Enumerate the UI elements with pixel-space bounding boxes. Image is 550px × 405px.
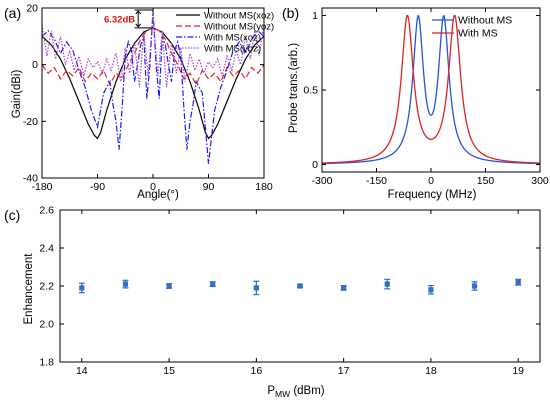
panel-c-xtick-label: 17	[338, 365, 350, 377]
panel-a-xtick-label: 90	[203, 181, 215, 193]
panel-a-xtick-label: 180	[255, 181, 273, 193]
panel-b-xlabel: Frequency (MHz)	[388, 189, 477, 201]
panel-a-xtick-label: -90	[90, 181, 105, 193]
panel-b-series-line-2	[321, 14, 541, 164]
panel-c-xlabel-main: P	[267, 385, 275, 397]
panel-b-label: (b)	[282, 5, 299, 21]
panel-b-xtick-label: 0	[428, 175, 434, 187]
panel-b-legend-label-1: Without MS	[458, 15, 512, 27]
panel-b-axes-frame	[321, 7, 541, 173]
panel-a-xtick-label: 0	[150, 181, 156, 193]
panel-c-xtick-label: 18	[425, 365, 437, 377]
panel-c-ytick-label: 2.0	[39, 319, 54, 331]
panel-a-label: (a)	[4, 5, 21, 21]
panel-c-data-point	[428, 287, 434, 293]
panel-a-legend-label-4: With MS(yoz)	[204, 43, 261, 54]
panel-c-data-point	[166, 283, 172, 289]
panel-c-data-point	[253, 285, 259, 291]
panel-a-ytick-label: 20	[26, 3, 38, 15]
panel-c-ytick-label: 1.8	[39, 357, 54, 369]
panel-c-data-point	[79, 285, 85, 291]
panel-b-ytick-label: 0	[312, 159, 318, 171]
panel-c-xtick-label: 19	[512, 365, 524, 377]
panel-a-legend-label-2: Without MS(yoz)	[204, 21, 274, 32]
panel-a-annotation-arrowhead-top	[135, 10, 142, 15]
panel-a-xtick-label: -180	[31, 181, 52, 193]
panel-c-xlabel: PMW (dBm)	[267, 385, 324, 399]
panel-c-xtick-label: 16	[251, 365, 263, 377]
panel-a-legend-label-1: Without MS(xoz)	[204, 10, 274, 21]
panel-c-data-point	[122, 281, 129, 287]
panel-c-ytick-label: 2.6	[39, 205, 54, 217]
panel-b-xtick-label: -150	[366, 175, 387, 187]
panel-a-annotation-label: 6.32dB	[104, 14, 135, 25]
panel-a-series-line-4	[42, 16, 264, 88]
panel-a-ylabel: Gain(dBi)	[11, 70, 23, 119]
panel-c-ylabel: Enhancement	[23, 253, 35, 325]
panel-a-annotation-arrowhead-bottom	[135, 23, 142, 28]
panel-b-xtick-label: 150	[477, 175, 495, 187]
panel-c-ytick-label: 2.2	[39, 281, 54, 293]
panel-a-xlabel: Angle(°)	[137, 189, 179, 201]
panel-c-xlabel-sub: MW	[275, 389, 290, 399]
panel-b-xtick-label: -300	[311, 175, 332, 187]
panel-c: (c) 14 15 16 17 18 19 1.8 2.0 2.2 2.4 2.6 Enhancem…	[4, 205, 541, 399]
panel-b-ytick-label: 0.5	[303, 85, 318, 97]
panel-c-data-point	[341, 285, 347, 291]
panel-c-xtick-label: 14	[76, 365, 88, 377]
panel-c-ytick-label: 2.4	[39, 243, 54, 255]
panel-c-label: (c)	[4, 207, 20, 223]
panel-c-xtick-label: 15	[163, 365, 175, 377]
panel-c-data-point	[471, 283, 478, 289]
panel-c-data-point	[210, 281, 216, 287]
panel-b-legend-label-2: With MS	[458, 28, 498, 40]
panel-a-ytick-label: 0	[32, 59, 38, 71]
panel-b-ylabel: Probe trans.(arb.)	[288, 43, 300, 133]
panel-a-ytick-label: -40	[23, 173, 38, 185]
panel-a: (a) -180 -90 0 90 180 -40 -20 0 20 6.32dB Without …	[4, 3, 274, 202]
panel-c-xlabel-unit: (dBm)	[290, 385, 325, 397]
panel-b-xtick-label: 300	[531, 175, 549, 187]
panel-a-ytick-label: -20	[23, 116, 38, 128]
panel-c-data-point	[297, 283, 303, 289]
panel-b-series-line-1	[321, 15, 541, 165]
panel-b-ytick-label: 1	[312, 10, 318, 22]
panel-c-data-point	[515, 279, 521, 285]
panel-a-legend-label-3: With MS(xoz)	[204, 32, 261, 43]
panel-c-data-point	[384, 281, 390, 287]
